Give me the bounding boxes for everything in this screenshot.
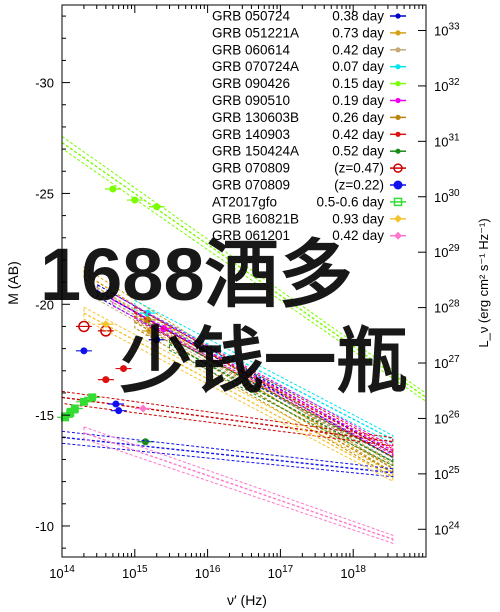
x-tick-label: 1018 [340,564,366,581]
series-layer [57,135,427,544]
y2-tick-label: 1024 [434,520,460,537]
series-fit-line [112,299,394,452]
legend-marker [395,97,401,104]
y-tick-label: -15 [35,408,54,423]
series-xray-bowtie [83,306,394,483]
legend-label: GRB 070724A [212,59,299,74]
series-fit-line [134,312,394,454]
legend-label: GRB 060614 [212,42,291,57]
series-8 [137,337,394,467]
y2-tick-label: 1031 [434,132,460,149]
legend-value: (z=0.22) [334,178,384,193]
y-axis-label-left: M (AB) [5,261,21,305]
legend-label: GRB 090426 [212,76,290,91]
series-xray-bowtie [61,390,394,447]
legend-marker [393,197,403,207]
legend-marker [395,30,401,36]
series-fit-line [134,305,394,441]
y-tick-label: -30 [35,76,54,91]
legend-marker [395,148,401,154]
legend-value: 0.42 day [332,228,384,243]
y2-tick-label: 1027 [434,354,460,371]
legend-value: (z=0.47) [334,161,384,176]
legend-value: 0.26 day [332,110,384,125]
y2-tick-label: 1030 [434,188,460,205]
legend-marker [394,214,402,223]
watermark-line-2: 少钱一瓶 [120,322,408,402]
y-tick-label: -25 [35,186,54,201]
legend-marker [395,131,401,137]
legend-label: GRB 150424A [212,144,299,159]
legend-marker [395,47,401,53]
legend-value: 0.07 day [332,59,384,74]
legend-value: 0.93 day [332,211,384,226]
legend-marker [395,114,401,120]
series-13 [83,404,394,544]
legend-label: AT2017gfo [212,194,277,209]
plot-frame [61,4,427,558]
axis-layer: 1014 1015 1016 1017 1018 -30 -25 -20 -15 -10 1033 1… [35,5,460,581]
legend-marker [393,163,403,173]
series-fit-line [83,312,394,478]
series-xray-bowtie [169,337,394,467]
legend-value: 0.5-0.6 day [316,194,384,209]
y-tick-label: -10 [35,519,54,534]
series-fit-line [83,432,394,540]
legend-value: 0.15 day [332,76,384,91]
legend-label: GRB 090510 [212,93,290,108]
series-7 [97,306,394,458]
x-tick-label: 1014 [49,564,75,581]
legend-label: GRB 160821B [212,211,299,226]
series-fit-line [169,343,394,463]
y2-tick-label: 1025 [434,465,460,482]
legend-marker [395,13,401,19]
series-11 [57,393,101,422]
legend-value: 0.42 day [332,42,384,57]
legend: GRB 050724 0.38 day GRB 051221A 0.73 day GRB… [212,9,406,243]
legend-label: GRB 061201 [212,228,290,243]
legend-value: 0.38 day [332,9,384,24]
watermark: 1688酒多 少钱一瓶 [40,233,408,402]
series-fit-line [61,436,393,474]
x-tick-label: 1015 [122,564,148,581]
series-fit-line [61,141,427,398]
x-tick-label: 1017 [268,564,294,581]
legend-value: 0.19 day [332,93,384,108]
legend-marker [395,81,401,87]
legend-label: GRB 130603B [212,110,299,125]
y-axis-label-right: L_ν (erg cm² s⁻¹ Hz⁻¹) [476,218,491,347]
y-tick-label: -20 [35,297,54,312]
series-12 [83,306,394,483]
series-xray-bowtie [83,266,394,474]
legend-marker [395,64,401,70]
x-tick-label: 1016 [195,564,221,581]
legend-label: GRB 070809 [212,161,290,176]
y2-tick-label: 1032 [434,77,460,94]
series-xray-bowtie [96,286,394,467]
legend-label: GRB 140903 [212,127,290,142]
legend-marker [393,180,403,190]
y2-tick-label: 1029 [434,243,460,260]
legend-label: GRB 070809 [212,178,290,193]
legend-value: 0.73 day [332,25,384,40]
legend-marker [394,231,402,240]
y2-tick-label: 1028 [434,299,460,316]
series-xray-bowtie [134,306,394,458]
legend-label: GRB 050724 [212,9,291,24]
y2-tick-label: 1026 [434,409,460,426]
legend-value: 0.52 day [332,144,384,159]
y2-tick-label: 1033 [434,21,460,38]
legend-label: GRB 051221A [212,25,299,40]
watermark-line-1: 1688酒多 [40,233,353,316]
legend-value: 0.42 day [332,127,384,142]
series-xray-bowtie [83,426,394,544]
x-axis-label: ν′ (Hz) [227,592,267,608]
